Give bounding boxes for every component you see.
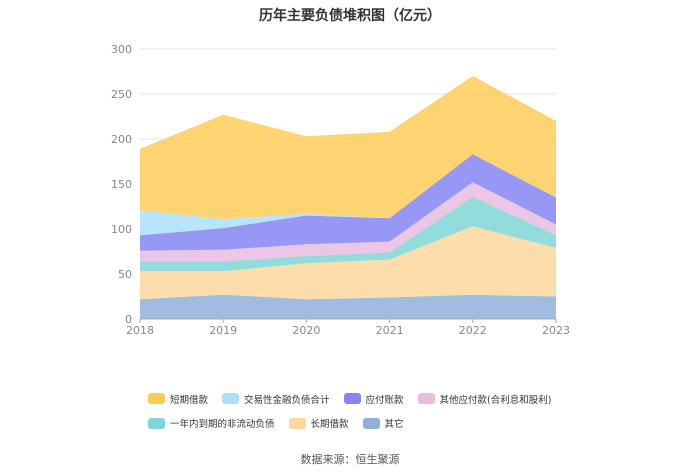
y-tick-label: 200 — [111, 133, 132, 146]
legend-swatch — [343, 393, 361, 404]
area-series-0 — [140, 294, 556, 319]
legend-swatch — [362, 417, 380, 429]
legend-label: 其他应付款(合利息和股利) — [439, 394, 552, 406]
area-series-3 — [140, 182, 556, 262]
axes: 0 50 100 150 200 250 300 2018 2019 2020 2021 2022 20… — [111, 43, 570, 337]
legend-swatch — [288, 417, 306, 429]
area-series-1 — [140, 226, 556, 300]
legend-label: 长期借款 — [310, 419, 349, 430]
x-tick-label: 2021 — [376, 324, 404, 337]
legend-item[interactable]: 长期借款 — [288, 416, 349, 430]
area-series — [140, 76, 556, 319]
stacked-area-chart: 0 50 100 150 200 250 300 2018 2019 2020 2021 2022 20… — [111, 43, 570, 337]
x-tick-label: 2023 — [542, 324, 570, 337]
legend-label: 其它 — [384, 419, 404, 430]
y-tick-label: 300 — [111, 43, 132, 56]
legend: 短期借款 交易性金融负债合计 应付账款 其他应付款(合利息和股利) 一年内到期的非流动负… — [148, 389, 588, 438]
y-tick-label: 250 — [111, 88, 132, 101]
y-tick-label: 50 — [118, 268, 132, 281]
source-note: 数据来源：恒生聚源 — [300, 453, 400, 466]
legend-item[interactable]: 交易性金融负债合计 — [222, 392, 330, 406]
area-series-2 — [140, 196, 556, 272]
y-tick-label: 0 — [125, 313, 132, 326]
x-tick-label: 2019 — [209, 324, 237, 337]
area-series-4 — [140, 154, 556, 251]
legend-item[interactable]: 一年内到期的非流动负债 — [148, 416, 275, 430]
legend-swatch — [148, 417, 165, 429]
legend-label: 短期借款 — [170, 394, 209, 406]
legend-item[interactable]: 其它 — [362, 416, 404, 430]
legend-label: 交易性金融负债合计 — [244, 394, 330, 406]
area-series-6 — [140, 76, 556, 220]
legend-swatch — [148, 393, 165, 404]
legend-item[interactable]: 其他应付款(合利息和股利) — [417, 392, 552, 406]
legend-swatch — [222, 393, 240, 404]
legend-item[interactable]: 短期借款 — [148, 392, 208, 406]
x-tick-label: 2022 — [459, 324, 487, 337]
x-tick-label: 2020 — [292, 324, 320, 337]
legend-swatch — [417, 393, 435, 404]
legend-item[interactable]: 应付账款 — [343, 392, 404, 406]
area-series-5 — [140, 154, 556, 236]
legend-label: 应付账款 — [365, 394, 404, 406]
y-tick-label: 100 — [111, 223, 132, 236]
x-tick-label: 2018 — [126, 324, 154, 337]
chart-title: 历年主要负债堆积图（亿元） — [259, 8, 441, 24]
legend-label: 一年内到期的非流动负债 — [170, 419, 275, 430]
y-tick-label: 150 — [111, 178, 132, 191]
